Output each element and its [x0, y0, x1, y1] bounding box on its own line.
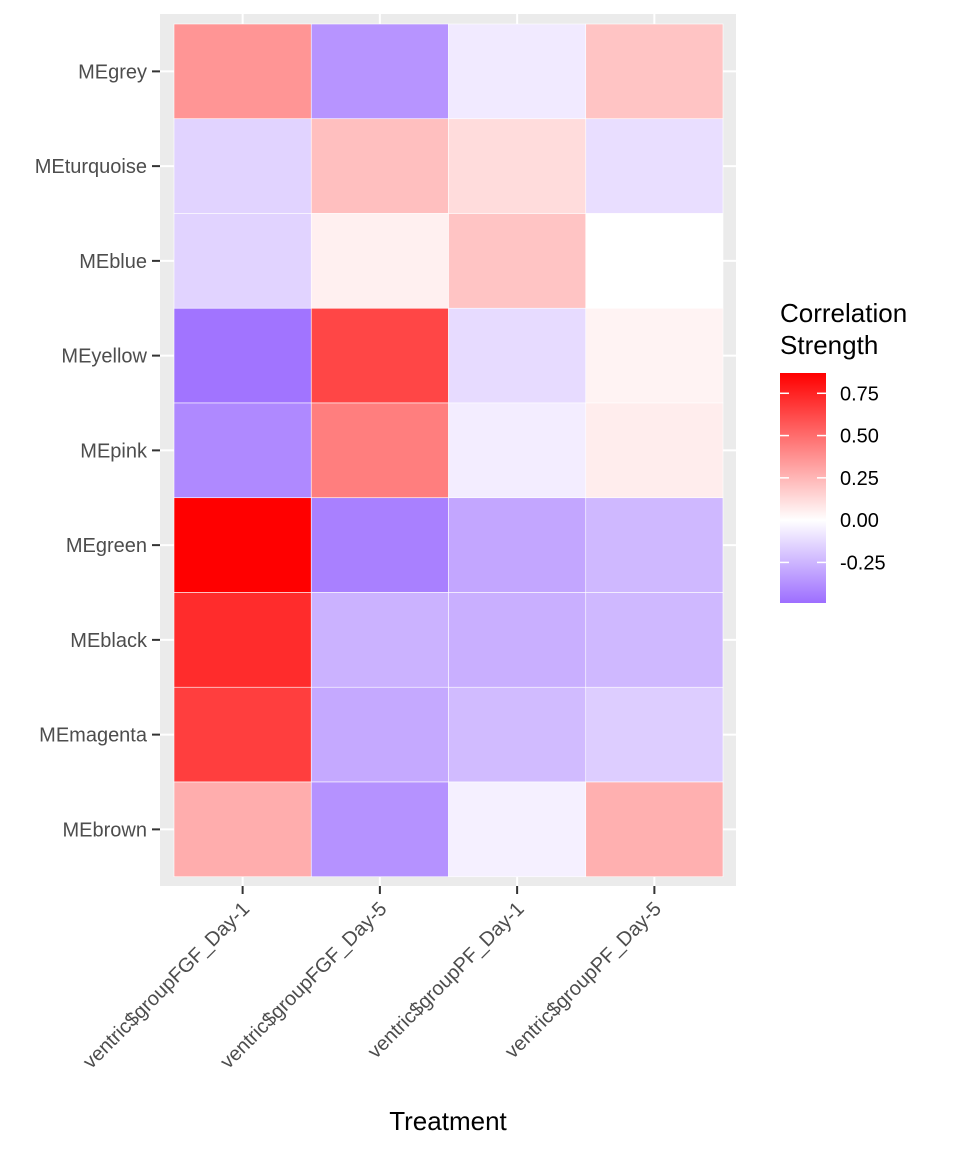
y-tick-label: MEblue	[79, 251, 147, 273]
heatmap-cell	[585, 213, 724, 309]
heatmap-cell	[310, 686, 449, 783]
heatmap-cell	[310, 497, 449, 593]
x-tick-label: ventric$groupPF_Day-5	[501, 898, 666, 1063]
heatmap-cell	[585, 781, 724, 878]
legend-title-line-2: Strength	[780, 330, 878, 360]
heatmap-cell	[310, 213, 449, 309]
heatmap-cell	[585, 497, 724, 593]
heatmap-cell	[448, 781, 587, 878]
x-tick-label: ventric$groupPF_Day-1	[364, 898, 529, 1063]
legend-title-line-1: Correlation	[780, 298, 907, 328]
heatmap-cell	[310, 23, 449, 120]
legend-label: 0.00	[840, 510, 879, 532]
legend-label: 0.75	[840, 383, 879, 405]
heatmap-cell	[310, 118, 449, 214]
heatmap-cell	[585, 307, 724, 404]
heatmap-cell	[173, 307, 312, 404]
heatmap-cell	[173, 213, 312, 309]
heatmap-cell	[448, 686, 587, 783]
heatmap-cell	[448, 592, 587, 688]
y-tick-label: MEmagenta	[39, 725, 148, 747]
heatmap-cell	[173, 402, 312, 499]
legend-label: -0.25	[840, 552, 886, 574]
heatmap-cell	[310, 402, 449, 499]
heatmap-cell	[448, 402, 587, 499]
heatmap-cell	[448, 118, 587, 214]
heatmap-cell	[173, 23, 312, 120]
y-axis: MEgrey MEturquoise MEblue MEyellow MEpink MEg…	[35, 61, 160, 841]
y-tick-label: MEyellow	[61, 346, 147, 368]
heatmap-cell	[310, 781, 449, 878]
heatmap-cell	[448, 213, 587, 309]
heatmap-cell	[448, 23, 587, 120]
heatmap-cell	[173, 497, 312, 593]
x-axis: ventric$groupFGF_Day-1ventric$groupFGF_D…	[79, 886, 666, 1073]
legend-title: Correlation Strength	[780, 298, 914, 360]
heatmap-cell	[173, 686, 312, 783]
legend-colorbar	[780, 373, 826, 603]
legend-label: 0.50	[840, 426, 879, 448]
heatmap-cell	[310, 592, 449, 688]
heatmap-cell	[585, 402, 724, 499]
heatmap-cell	[310, 307, 449, 404]
y-tick-label: MEpink	[80, 440, 148, 462]
y-tick-label: MEgrey	[78, 61, 147, 83]
heatmap-cells	[173, 23, 724, 878]
y-tick-label: MEblack	[70, 630, 148, 652]
heatmap-cell	[585, 23, 724, 120]
heatmap-cell	[173, 592, 312, 688]
heatmap-cell	[448, 307, 587, 404]
heatmap-cell	[448, 497, 587, 593]
legend-ticks: 0.75 0.50 0.25 0.00 -0.25	[780, 383, 886, 574]
x-axis-title: Treatment	[389, 1106, 507, 1136]
heatmap-cell	[173, 781, 312, 878]
y-tick-label: MEturquoise	[35, 156, 147, 178]
legend-label: 0.25	[840, 468, 879, 490]
legend: Correlation Strength 0.75 0.50 0.25 0.00 -0.…	[780, 298, 914, 603]
heatmap-cell	[585, 592, 724, 688]
y-tick-label: MEgreen	[66, 535, 147, 557]
heatmap-cell	[585, 118, 724, 214]
heatmap-cell	[585, 686, 724, 783]
heatmap-cell	[173, 118, 312, 214]
y-tick-label: MEbrown	[63, 819, 147, 841]
